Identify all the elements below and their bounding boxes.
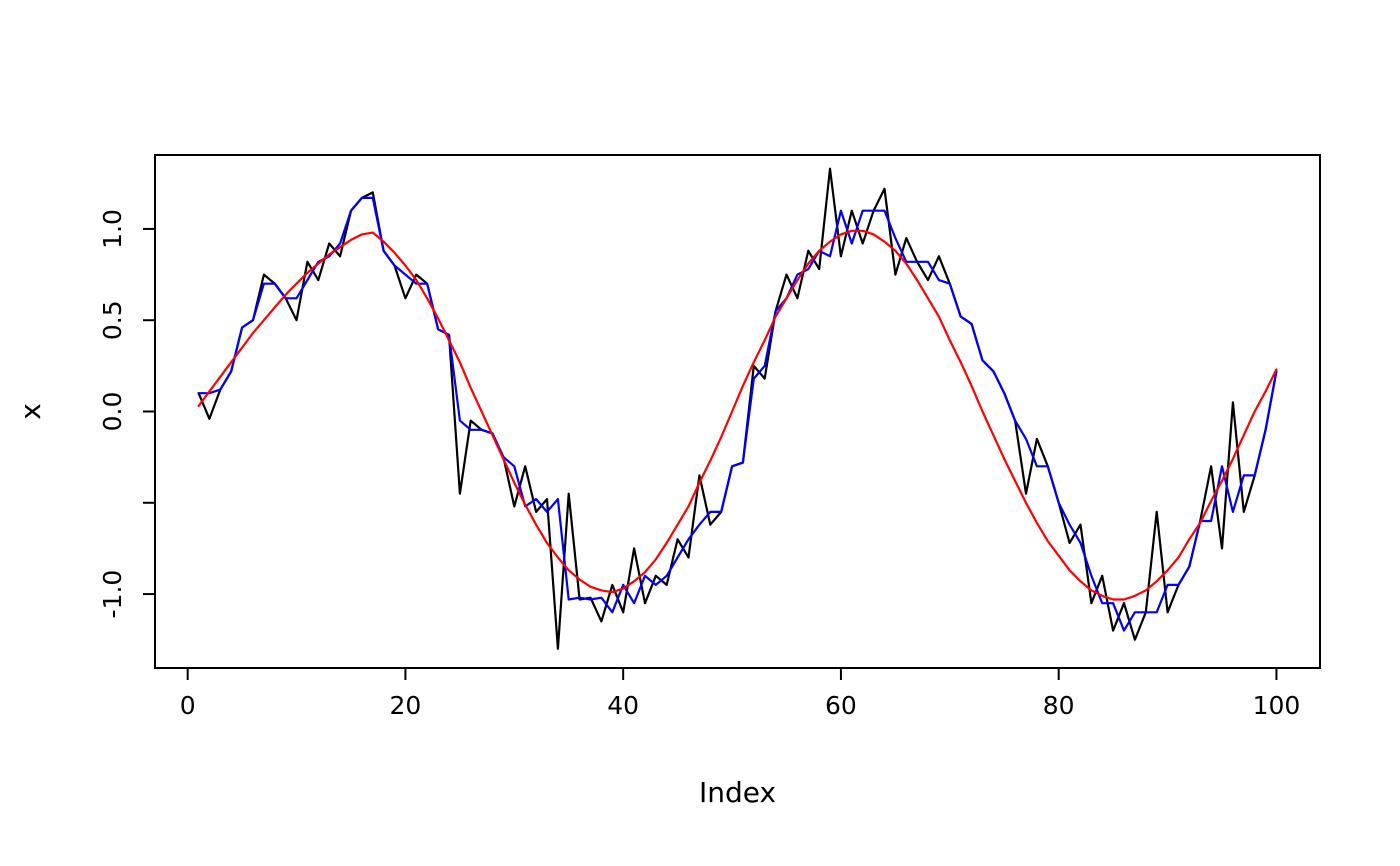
y-axis-tick-label: 1.0: [98, 209, 127, 249]
y-axis-title: x: [14, 403, 47, 420]
x-axis-tick-label: 60: [825, 691, 857, 720]
y-axis-tick-label: 0.5: [98, 300, 127, 340]
x-axis-tick-label: 100: [1253, 691, 1301, 720]
series-observed-line: [197, 167, 1278, 650]
x-axis-tick-label: 80: [1043, 691, 1075, 720]
x-axis-tick-label: 0: [180, 691, 196, 720]
y-axis-tick-label: -1.0: [98, 570, 127, 619]
y-axis-tick-label: 0.0: [98, 392, 127, 432]
x-axis-title: Index: [699, 776, 776, 809]
series-fit-line: [197, 229, 1278, 601]
x-axis-tick-label: 40: [607, 691, 639, 720]
x-axis-tick-label: 20: [390, 691, 422, 720]
series-smoothed-line: [197, 196, 1278, 632]
